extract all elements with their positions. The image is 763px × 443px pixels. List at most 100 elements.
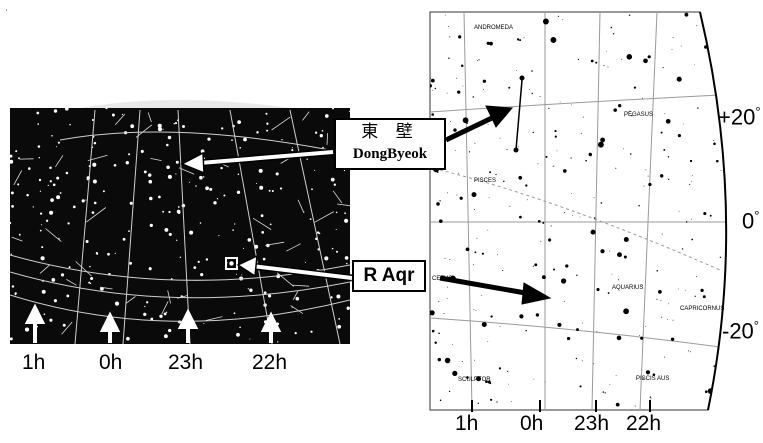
star-dot xyxy=(723,142,727,148)
star-dot xyxy=(148,267,152,271)
star-dot xyxy=(481,252,484,255)
star-dot xyxy=(678,210,680,212)
star-dot xyxy=(38,156,41,159)
star-dot xyxy=(90,276,94,281)
star-dot xyxy=(148,179,153,184)
star-dot xyxy=(670,337,675,342)
star-dot xyxy=(474,142,476,144)
star-dot xyxy=(672,319,674,321)
star-dot xyxy=(205,186,209,191)
star-dot xyxy=(38,178,42,182)
star-dot xyxy=(256,131,259,134)
star-dot xyxy=(697,107,699,109)
star-dot xyxy=(628,14,631,16)
star-dot xyxy=(309,218,312,220)
star-dot xyxy=(682,123,684,125)
star-dot xyxy=(10,154,13,158)
star-dot xyxy=(618,104,622,108)
star-dot xyxy=(617,252,622,258)
star-dot xyxy=(91,118,94,122)
star-dot xyxy=(56,176,60,180)
star-dot xyxy=(59,192,62,194)
star-dot xyxy=(114,252,116,254)
star-dot xyxy=(452,370,458,376)
star-dot xyxy=(516,38,520,41)
star-dot xyxy=(130,124,135,129)
star-dot xyxy=(247,288,249,290)
star-dot xyxy=(114,301,120,306)
star-dot xyxy=(91,211,95,214)
constellation-line xyxy=(11,236,23,242)
star-dot xyxy=(552,268,556,271)
star-dot xyxy=(612,33,615,35)
star-dot xyxy=(465,247,470,252)
star-dot xyxy=(197,260,200,264)
star-dot xyxy=(105,108,108,110)
star-dot xyxy=(53,109,58,113)
historic-map-stars xyxy=(10,108,350,343)
star-dot xyxy=(52,183,56,187)
star-dot xyxy=(159,314,163,318)
star-dot xyxy=(64,108,69,111)
star-dot xyxy=(595,61,598,64)
star-dot xyxy=(688,350,690,352)
star-dot xyxy=(703,211,707,216)
star-dot xyxy=(239,326,241,329)
star-dot xyxy=(648,182,652,187)
star-dot xyxy=(448,390,451,393)
star-dot xyxy=(39,229,42,232)
constellation-line xyxy=(66,279,77,286)
star-dot xyxy=(478,59,480,61)
star-dot xyxy=(430,84,432,88)
star-dot xyxy=(495,173,497,176)
star-dot xyxy=(506,148,508,150)
star-dot xyxy=(209,187,213,191)
star-dot xyxy=(10,337,13,341)
star-dot xyxy=(128,153,131,156)
star-dot xyxy=(544,381,546,383)
star-dot xyxy=(585,159,587,162)
star-dot xyxy=(92,162,97,167)
star-dot xyxy=(676,76,682,82)
star-dot xyxy=(18,233,21,236)
star-dot xyxy=(314,169,316,171)
star-dot xyxy=(590,229,596,235)
star-dot xyxy=(10,221,12,225)
star-dot xyxy=(550,36,557,43)
star-dot xyxy=(610,26,613,29)
star-dot xyxy=(237,173,240,176)
star-dot xyxy=(26,193,29,197)
constellation-line xyxy=(302,111,310,121)
star-dot xyxy=(47,184,49,187)
star-dot xyxy=(466,376,469,379)
star-dot xyxy=(182,125,185,128)
star-dot xyxy=(702,13,705,16)
star-dot xyxy=(447,286,448,288)
hour-arrows-left xyxy=(24,303,282,343)
star-dot xyxy=(438,301,440,302)
star-dot xyxy=(600,249,605,254)
star-dot xyxy=(532,131,534,134)
dongbyeok-hanja: 東 壁 xyxy=(361,122,419,142)
star-dot xyxy=(167,174,172,179)
star-dot xyxy=(516,70,517,71)
star-dot xyxy=(45,219,49,222)
star-dot xyxy=(249,338,251,340)
star-dot xyxy=(431,329,435,333)
star-dot xyxy=(439,219,443,223)
star-dot xyxy=(455,149,457,151)
star-dot xyxy=(444,14,446,16)
star-dot xyxy=(684,12,689,17)
star-dot xyxy=(443,313,445,315)
star-dot xyxy=(199,175,203,180)
star-dot xyxy=(49,180,52,183)
star-dot xyxy=(484,323,486,325)
star-dot xyxy=(333,183,336,186)
star-dot xyxy=(508,86,511,89)
star-dot xyxy=(344,212,346,215)
star-dot xyxy=(582,116,584,118)
star-dot xyxy=(431,90,433,91)
star-dot xyxy=(476,237,478,239)
star-dot xyxy=(237,120,242,125)
